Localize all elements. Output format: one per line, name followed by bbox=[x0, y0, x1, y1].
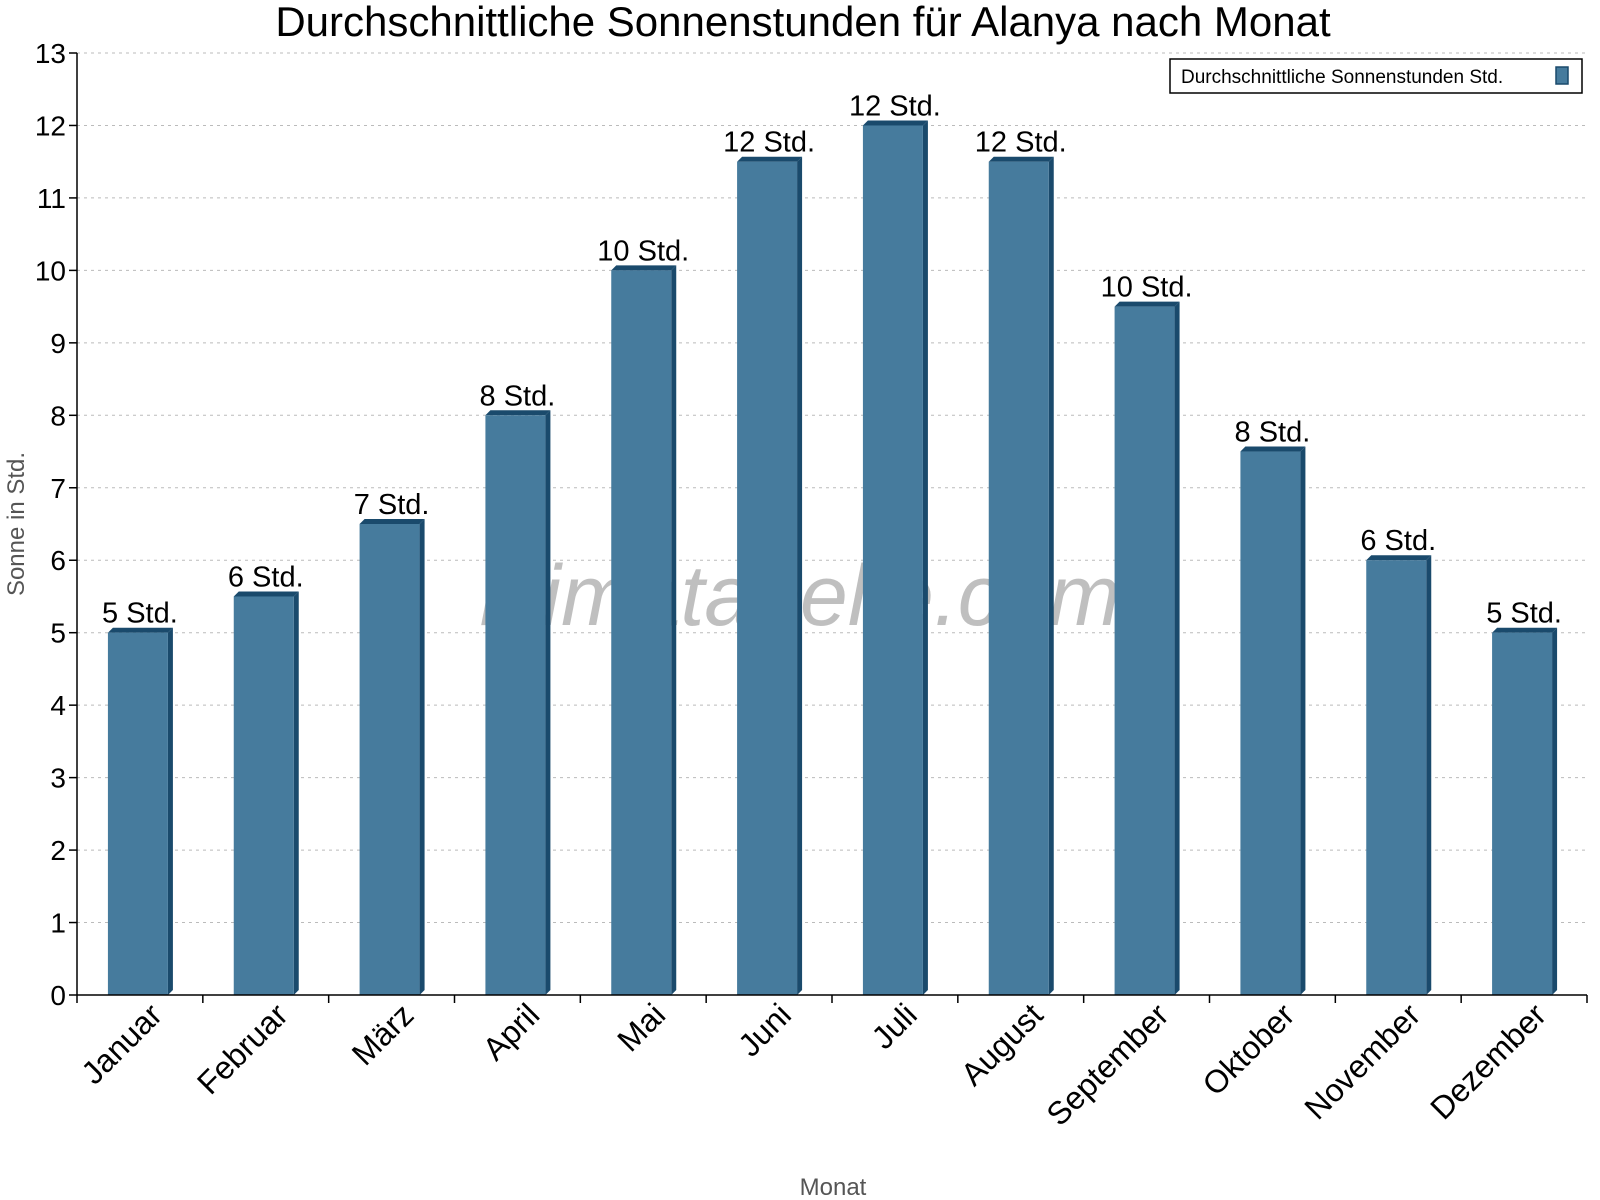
x-tick-label: August bbox=[954, 996, 1050, 1092]
x-tick-label: Oktober bbox=[1195, 996, 1301, 1102]
y-tick-label: 6 bbox=[50, 545, 66, 576]
legend-swatch bbox=[1555, 66, 1569, 85]
y-tick-label: 12 bbox=[35, 110, 66, 141]
bar bbox=[988, 161, 1049, 995]
bar-top bbox=[1492, 627, 1558, 633]
bar-side bbox=[671, 265, 677, 995]
data-label: 6 Std. bbox=[228, 561, 304, 593]
bar-side bbox=[922, 120, 928, 995]
data-label: 12 Std. bbox=[849, 90, 941, 122]
data-label: 6 Std. bbox=[1360, 525, 1436, 557]
bar-side bbox=[1552, 627, 1558, 995]
data-label: 10 Std. bbox=[1101, 272, 1193, 304]
data-label: 10 Std. bbox=[597, 235, 689, 267]
chart-title: Durchschnittliche Sonnenstunden für Alan… bbox=[275, 0, 1331, 45]
data-label: 7 Std. bbox=[354, 489, 430, 521]
x-tick-label: Juli bbox=[864, 996, 923, 1055]
bar-top bbox=[485, 410, 551, 416]
bar-top bbox=[862, 120, 928, 126]
data-label: 8 Std. bbox=[480, 380, 556, 412]
x-axis-label: Monat bbox=[800, 1174, 867, 1200]
data-label: 12 Std. bbox=[723, 127, 815, 159]
bar-side bbox=[797, 156, 803, 995]
x-tick-label: Januar bbox=[74, 996, 169, 1091]
y-axis-label: Sonne in Std. bbox=[3, 452, 30, 596]
bar-top bbox=[359, 519, 425, 524]
y-tick-label: 3 bbox=[50, 763, 66, 794]
data-label: 8 Std. bbox=[1235, 417, 1311, 449]
x-tick-label: Dezember bbox=[1423, 996, 1553, 1126]
bar-side bbox=[1426, 555, 1432, 995]
bar bbox=[485, 415, 546, 995]
bar-top bbox=[737, 156, 803, 162]
legend: Durchschnittliche Sonnenstunden Std. bbox=[1169, 58, 1583, 94]
x-tick-label: Juni bbox=[731, 996, 798, 1063]
bar-top bbox=[611, 265, 677, 271]
y-tick-label: 9 bbox=[50, 328, 66, 359]
bar bbox=[611, 270, 672, 995]
data-label: 12 Std. bbox=[975, 127, 1067, 159]
bar-top bbox=[1240, 446, 1306, 452]
bar bbox=[233, 596, 294, 995]
x-tick-label: März bbox=[345, 996, 421, 1072]
bar-side bbox=[419, 519, 425, 995]
bar-side bbox=[1048, 156, 1054, 995]
bar-side bbox=[167, 627, 173, 995]
y-tick-label: 0 bbox=[50, 980, 66, 1011]
data-label: 5 Std. bbox=[102, 598, 178, 630]
bar bbox=[862, 125, 923, 995]
x-tick-label: November bbox=[1297, 996, 1427, 1126]
bar bbox=[359, 524, 420, 995]
bar bbox=[1240, 451, 1301, 995]
bar-side bbox=[1174, 301, 1180, 996]
y-tick-label: 2 bbox=[50, 835, 66, 866]
legend-label: Durchschnittliche Sonnenstunden Std. bbox=[1181, 67, 1503, 88]
y-tick-label: 10 bbox=[35, 255, 66, 286]
x-tick-label: April bbox=[476, 996, 547, 1067]
bar bbox=[1366, 560, 1427, 995]
bar bbox=[107, 632, 168, 995]
bar-top bbox=[988, 156, 1054, 162]
bar bbox=[737, 161, 798, 995]
bar bbox=[1492, 632, 1553, 995]
bar-side bbox=[1300, 446, 1306, 995]
y-tick-label: 8 bbox=[50, 400, 66, 431]
bar-top bbox=[233, 591, 299, 597]
bar bbox=[1114, 306, 1175, 996]
y-tick-label: 11 bbox=[37, 183, 66, 214]
bar-side bbox=[293, 591, 299, 995]
bar-top bbox=[107, 627, 173, 633]
bar-side bbox=[545, 410, 551, 995]
y-tick-label: 5 bbox=[50, 618, 66, 649]
bar-top bbox=[1366, 555, 1432, 561]
x-tick-label: Mai bbox=[610, 996, 672, 1058]
x-tick-label: September bbox=[1039, 996, 1175, 1132]
y-tick-label: 13 bbox=[35, 38, 66, 69]
y-tick-label: 1 bbox=[50, 908, 66, 939]
y-tick-label: 7 bbox=[50, 473, 66, 504]
x-tick-label: Februar bbox=[190, 996, 295, 1101]
y-tick-label: 4 bbox=[50, 690, 66, 721]
bar-top bbox=[1114, 301, 1180, 307]
data-label: 5 Std. bbox=[1486, 598, 1562, 630]
